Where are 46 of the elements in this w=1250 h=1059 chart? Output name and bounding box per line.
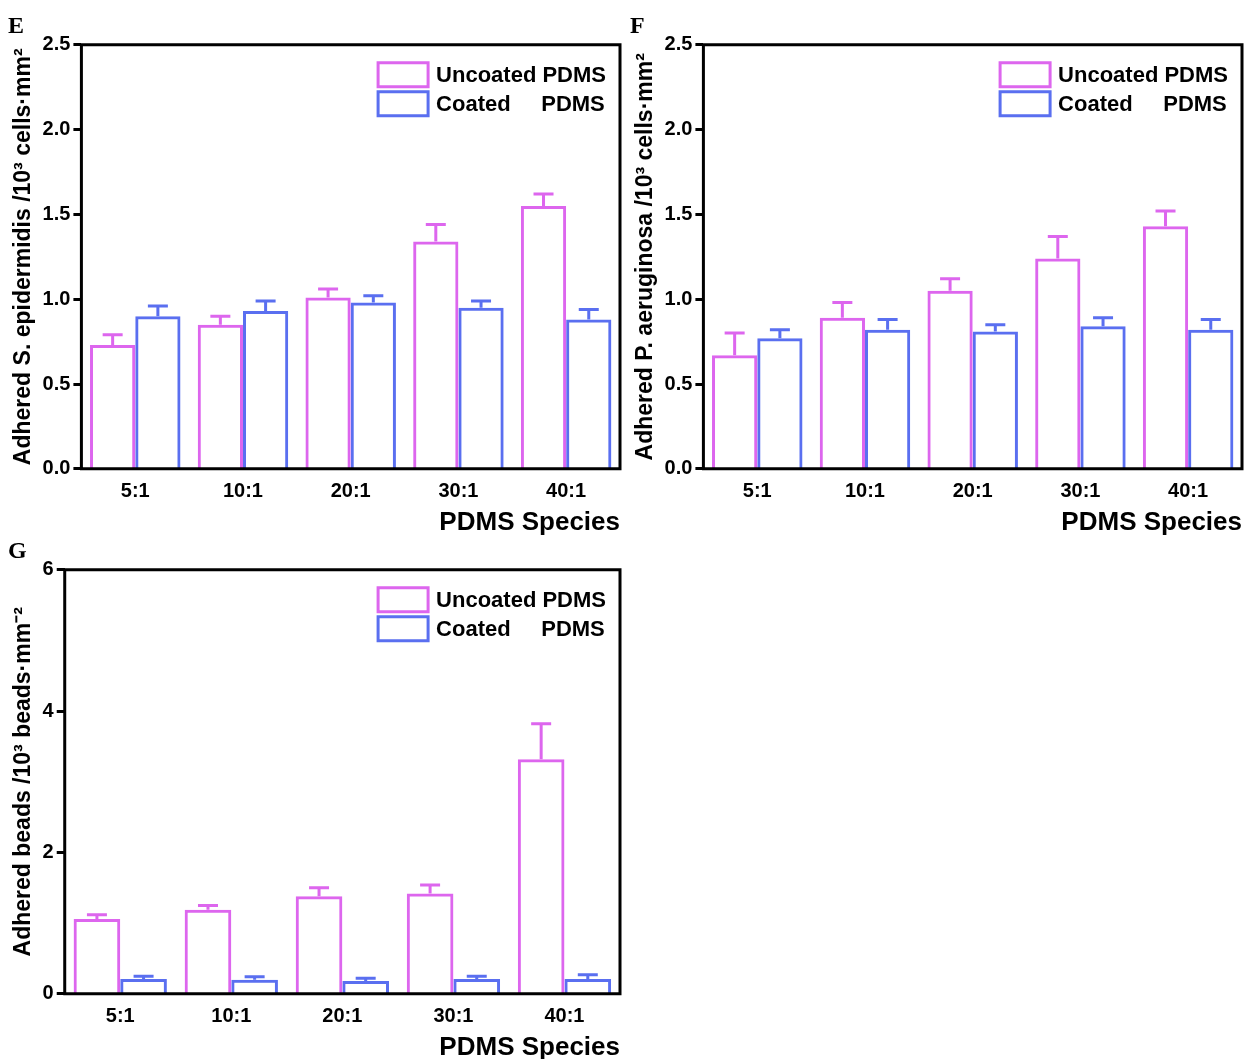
x-tick-label: 20:1: [330, 479, 371, 502]
y-tick-label: 2.5: [664, 32, 693, 55]
y-tick-label: 0.0: [664, 456, 693, 479]
y-tick-label: 6: [42, 557, 54, 580]
y-tick-label: 0.5: [664, 371, 693, 394]
y-tick-label: 1.0: [664, 286, 693, 309]
y-tick-label: 0: [42, 981, 54, 1004]
x-tick-label: 40:1: [1168, 479, 1209, 502]
chart-title: G: [8, 536, 27, 563]
x-tick-label: 20:1: [952, 479, 993, 502]
legend-label: Coated PDMS: [1058, 90, 1227, 116]
x-tick-label: 30:1: [1060, 479, 1101, 502]
y-tick-label: 1.5: [664, 201, 693, 224]
y-tick-label: 2.0: [664, 117, 693, 140]
x-axis-title: PDMS Species: [439, 505, 620, 536]
x-tick-label: 30:1: [438, 479, 479, 502]
chart-title: E: [8, 11, 25, 38]
y-axis-title: Adhered P. aeruginosa /10³ cells·mm²: [631, 52, 658, 461]
y-tick-label: 0.0: [42, 456, 71, 479]
y-tick-label: 1.0: [42, 286, 71, 309]
x-tick-label: 20:1: [322, 1004, 363, 1027]
x-tick-label: 5:1: [120, 479, 150, 502]
legend-label: Uncoated PDMS: [436, 61, 607, 87]
chart-title: F: [630, 11, 645, 38]
y-tick-label: 2.5: [42, 32, 71, 55]
y-tick-label: 2.0: [42, 117, 71, 140]
x-tick-label: 5:1: [105, 1004, 135, 1027]
x-tick-label: 40:1: [544, 1004, 585, 1027]
x-axis-title: PDMS Species: [439, 1030, 620, 1059]
legend-label: Coated PDMS: [436, 615, 605, 641]
legend-label: Uncoated PDMS: [436, 586, 607, 612]
legend-label: Uncoated PDMS: [1058, 61, 1229, 87]
y-tick-label: 1.5: [42, 201, 71, 224]
x-tick-label: 10:1: [844, 479, 885, 502]
x-tick-label: 10:1: [222, 479, 263, 502]
x-tick-label: 5:1: [742, 479, 772, 502]
y-tick-label: 2: [42, 839, 54, 862]
y-tick-label: 0.5: [42, 371, 71, 394]
legend-label: Coated PDMS: [436, 90, 605, 116]
x-tick-label: 30:1: [433, 1004, 474, 1027]
y-axis-title: Adhered beads /10³ beads·mm⁻²: [9, 606, 36, 957]
y-tick-label: 4: [42, 698, 55, 721]
x-axis-title: PDMS Species: [1061, 505, 1242, 536]
x-tick-label: 40:1: [546, 479, 587, 502]
x-tick-label: 10:1: [211, 1004, 252, 1027]
y-axis-title: Adhered S. epidermidis /10³ cells·mm²: [9, 48, 36, 466]
